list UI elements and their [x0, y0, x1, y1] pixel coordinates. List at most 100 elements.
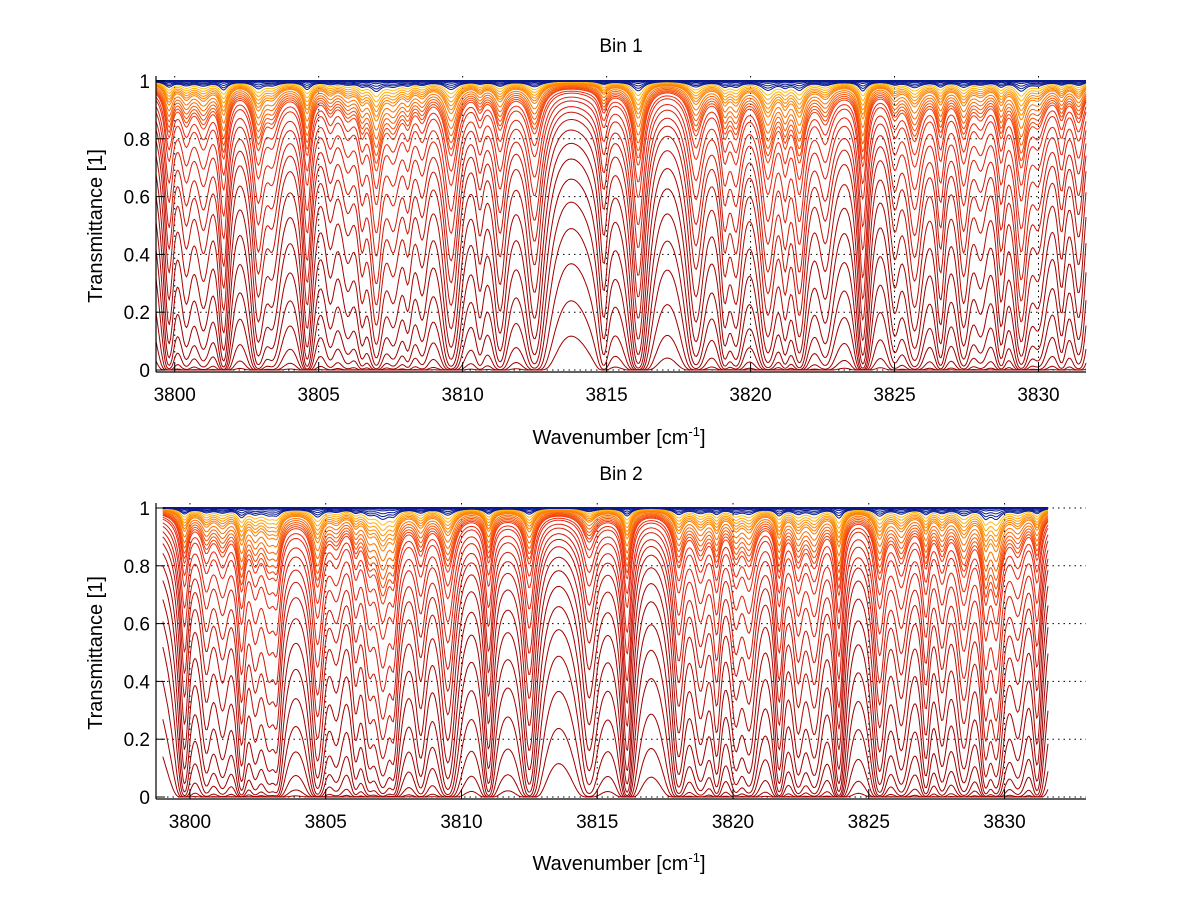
series-line	[155, 111, 1087, 306]
series-line	[162, 513, 1049, 590]
y-tick-labels: 0 0.2 0.4 0.6 0.8 1	[124, 499, 151, 809]
x-tick-label: 3820	[712, 812, 754, 833]
series-line	[155, 335, 1087, 371]
x-axis-label-suffix: ]	[700, 853, 706, 875]
y-tick-label: 0	[139, 361, 150, 382]
series-group	[162, 507, 1049, 798]
series-line	[155, 88, 1087, 172]
series-line	[155, 158, 1087, 366]
series-line	[155, 129, 1087, 345]
x-tick-label: 3805	[305, 812, 347, 833]
series-line	[155, 92, 1087, 206]
x-axis-label: Wavenumber [cm-1]	[532, 424, 705, 449]
axis-lines	[155, 503, 1086, 800]
x-tick-label: 3830	[983, 812, 1025, 833]
series-line	[162, 522, 1049, 671]
x-axis-label-superscript: -1	[688, 850, 700, 865]
series-line	[162, 508, 1049, 521]
series-line	[155, 83, 1087, 112]
x-tick-labels: 3800 3805 3810 3815 3820 3825 3830	[154, 385, 1060, 406]
series-line	[155, 96, 1087, 234]
series-line	[155, 142, 1087, 359]
x-tick-label: 3815	[585, 385, 627, 406]
series-line	[162, 543, 1049, 761]
chart-title: Bin 1	[599, 36, 642, 57]
y-axis-label: Transmittance [1]	[85, 149, 107, 303]
y-tick-label: 0.6	[124, 188, 150, 209]
axes-bin-2: Bin 2 3800 3805 3810 3815 3820 3825 3830 00.20…	[85, 464, 1086, 875]
series-line	[162, 509, 1049, 543]
series-line	[155, 83, 1087, 122]
y-tick-label: 0.2	[124, 303, 150, 324]
y-axis-label: Transmittance [1]	[85, 576, 107, 730]
series-line	[155, 228, 1087, 371]
series-line	[155, 85, 1087, 140]
x-axis-label-suffix: ]	[700, 427, 706, 449]
x-tick-label: 3830	[1017, 385, 1059, 406]
x-tick-label: 3810	[440, 812, 482, 833]
x-tick-label: 3805	[298, 385, 340, 406]
series-line	[155, 83, 1087, 117]
x-axis-label-superscript: -1	[688, 424, 700, 439]
y-tick-label: 1	[139, 499, 150, 520]
series-line	[162, 525, 1049, 695]
series-line	[162, 511, 1049, 563]
series-line	[155, 81, 1087, 93]
series-line	[162, 536, 1049, 742]
series-line	[155, 81, 1087, 98]
series-line	[162, 621, 1049, 798]
x-tick-label: 3825	[848, 812, 890, 833]
chart-title: Bin 2	[599, 464, 642, 485]
series-line	[155, 100, 1087, 257]
x-axis-label-main: Wavenumber [cm	[532, 427, 688, 449]
series-line	[162, 508, 1049, 526]
y-tick-labels: 0 0.2 0.4 0.6 0.8 1	[124, 72, 151, 382]
series-line	[162, 518, 1049, 642]
y-tick-label: 0.6	[124, 615, 150, 636]
series-line	[155, 87, 1087, 164]
series-line	[162, 516, 1049, 625]
series-line	[162, 512, 1049, 581]
series-line	[162, 515, 1049, 607]
series-line	[162, 580, 1049, 795]
series-line	[162, 509, 1049, 532]
series-line	[155, 84, 1087, 131]
y-tick-label: 0.8	[124, 557, 150, 578]
y-tick-label: 0	[139, 788, 150, 809]
y-tick-label: 0.2	[124, 730, 150, 751]
x-tick-label: 3810	[442, 385, 484, 406]
series-line	[155, 119, 1087, 326]
series-line	[162, 514, 1049, 598]
series-line	[162, 565, 1049, 789]
axes-bin-1: Bin 1 3800 3805 3810 3815 3820 3825 3830 0 0.2 0…	[85, 36, 1087, 449]
series-line	[162, 719, 1049, 798]
series-line	[162, 510, 1049, 548]
series-group	[155, 80, 1087, 371]
axis-lines	[155, 76, 1086, 373]
series-line	[162, 756, 1049, 798]
series-line	[162, 599, 1049, 797]
series-line	[155, 178, 1087, 370]
series-line	[162, 512, 1049, 572]
series-line	[155, 82, 1087, 108]
y-tick-label: 0.4	[124, 672, 151, 693]
series-line	[162, 646, 1049, 798]
x-tick-label: 3815	[576, 812, 618, 833]
series-line	[162, 510, 1049, 553]
x-tick-label: 3800	[169, 812, 211, 833]
series-line	[162, 531, 1049, 722]
x-tick-label: 3825	[873, 385, 915, 406]
x-tick-label: 3800	[154, 385, 196, 406]
x-tick-labels: 3800 3805 3810 3815 3820 3825 3830	[169, 812, 1026, 833]
x-tick-label: 3820	[729, 385, 771, 406]
series-line	[155, 87, 1087, 156]
series-line	[155, 90, 1087, 189]
series-line	[155, 106, 1087, 285]
series-line	[155, 82, 1087, 103]
y-tick-label: 0.4	[124, 245, 151, 266]
x-axis-label: Wavenumber [cm-1]	[532, 850, 705, 875]
y-tick-label: 1	[139, 72, 150, 93]
grid	[156, 76, 1086, 372]
x-axis-label-main: Wavenumber [cm	[532, 853, 688, 875]
